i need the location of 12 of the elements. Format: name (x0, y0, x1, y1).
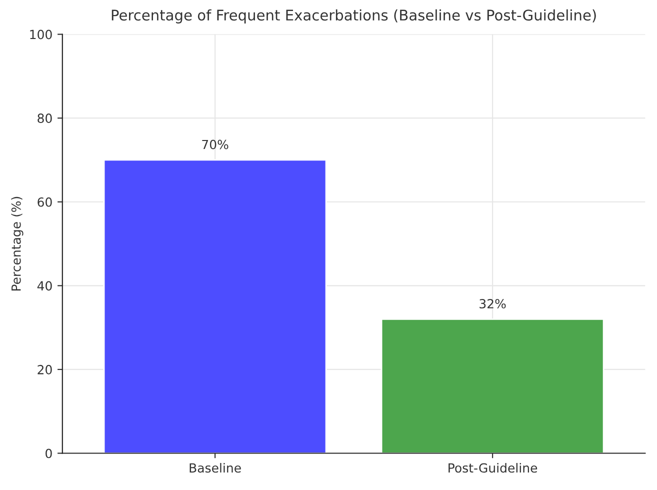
data-label: 70% (202, 140, 228, 150)
y-tick-label: 20 (38, 364, 52, 374)
y-tick-label: 0 (46, 448, 52, 458)
y-tick-label: 80 (38, 114, 52, 124)
x-tick-label: Baseline (190, 462, 241, 473)
data-label: 32% (480, 298, 506, 308)
y-tick-label: 60 (38, 197, 52, 207)
y-axis-title: Percentage (%) (11, 196, 24, 291)
x-tick-label: Post-Guideline (448, 462, 538, 473)
y-tick-label: 100 (30, 30, 52, 40)
y-tick-label: 40 (37, 281, 52, 291)
chart-title: Percentage of Frequent Exacerbations (Baseline vs Post-Guideline) (112, 9, 596, 24)
